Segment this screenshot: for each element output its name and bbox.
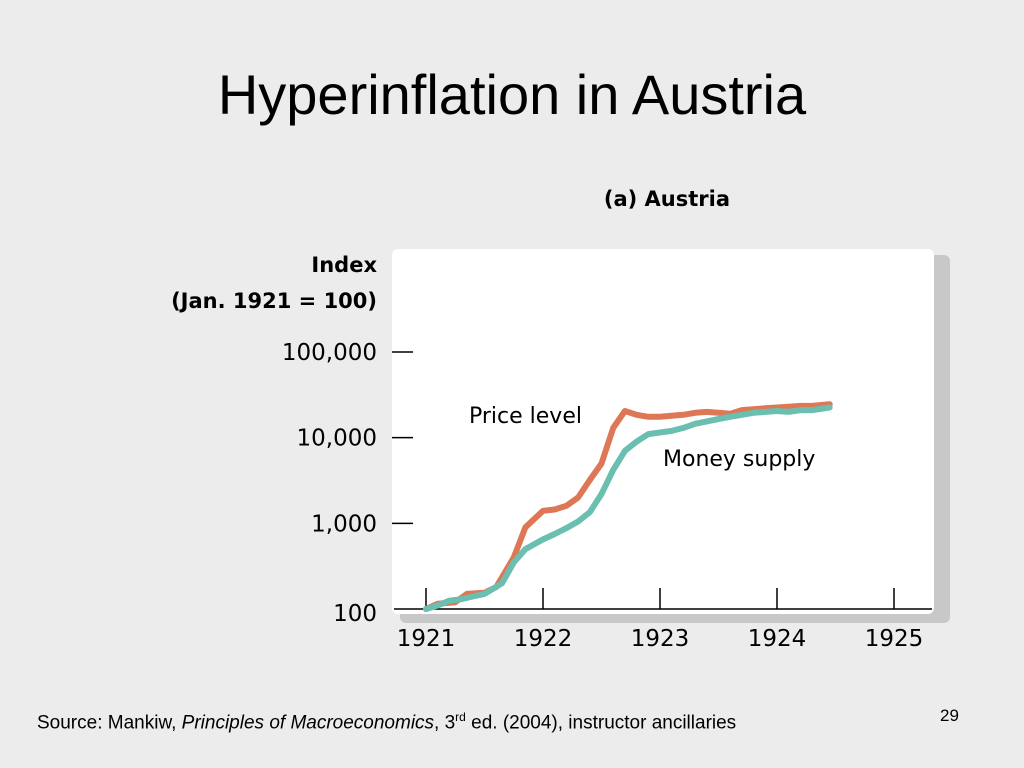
footer-prefix: Source: Mankiw, bbox=[37, 712, 182, 734]
price-level-label: Price level bbox=[469, 404, 582, 429]
page-number: 29 bbox=[940, 706, 959, 725]
y-axis-label-line2: (Jan. 1921 = 100) bbox=[171, 289, 377, 313]
footer-source: Source: Mankiw, Principles of Macroecono… bbox=[37, 710, 736, 734]
x-tick-label: 1921 bbox=[397, 626, 456, 652]
chart: (a) Austria Index (Jan. 1921 = 100) 100 1… bbox=[171, 187, 950, 652]
footer-book-title: Principles of Macroeconomics bbox=[181, 712, 435, 734]
footer-after-book: , 3 bbox=[434, 712, 456, 734]
chart-title: (a) Austria bbox=[604, 187, 730, 211]
series-line-money-supply bbox=[423, 404, 833, 612]
y-tick-label: 100 bbox=[333, 601, 377, 627]
slide-title: Hyperinflation in Austria bbox=[217, 63, 807, 126]
y-tick-label: 100,000 bbox=[282, 340, 377, 366]
footer-suffix: ed. (2004), instructor ancillaries bbox=[465, 712, 737, 734]
x-tick-label: 1925 bbox=[865, 626, 924, 652]
footer-superscript: rd bbox=[455, 710, 466, 724]
y-tick-label: 1,000 bbox=[311, 511, 377, 537]
money-supply-label: Money supply bbox=[663, 447, 815, 472]
x-tick-label: 1923 bbox=[631, 626, 690, 652]
x-tick-label: 1924 bbox=[748, 626, 807, 652]
x-tick-label: 1922 bbox=[514, 626, 573, 652]
y-tick-label: 10,000 bbox=[297, 426, 377, 452]
y-axis-label-line1: Index bbox=[311, 253, 377, 277]
